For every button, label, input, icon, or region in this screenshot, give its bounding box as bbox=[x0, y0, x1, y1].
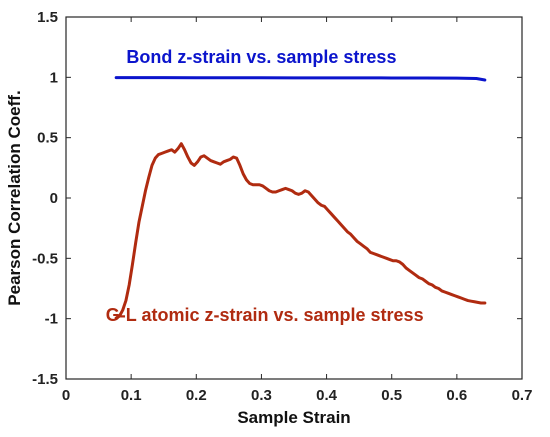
y-tick-label: -1 bbox=[45, 311, 58, 328]
series-line-1 bbox=[114, 76, 487, 82]
y-tick-label: -0.5 bbox=[32, 250, 58, 267]
series-line-2 bbox=[114, 142, 487, 320]
x-tick-label: 0.7 bbox=[512, 387, 533, 404]
x-tick-label: 0.1 bbox=[121, 387, 142, 404]
x-tick-label: 0 bbox=[62, 387, 70, 404]
x-tick-label: 0.3 bbox=[251, 387, 272, 404]
y-tick-label: 1.5 bbox=[37, 9, 58, 26]
series-annotation-1: Bond z-strain vs. sample stress bbox=[126, 47, 396, 67]
x-tick-label: 0.4 bbox=[316, 387, 338, 404]
y-tick-label: 0 bbox=[50, 190, 58, 207]
series-annotation-2: G-L atomic z-strain vs. sample stress bbox=[106, 305, 424, 325]
y-axis-label: Pearson Correlation Coeff. bbox=[5, 90, 24, 305]
x-tick-label: 0.6 bbox=[446, 387, 467, 404]
x-tick-label: 0.5 bbox=[381, 387, 402, 404]
x-axis-label: Sample Strain bbox=[237, 408, 350, 427]
y-tick-label: -1.5 bbox=[32, 371, 58, 388]
y-tick-label: 0.5 bbox=[37, 130, 58, 147]
y-tick-label: 1 bbox=[50, 69, 58, 86]
x-tick-label: 0.2 bbox=[186, 387, 207, 404]
